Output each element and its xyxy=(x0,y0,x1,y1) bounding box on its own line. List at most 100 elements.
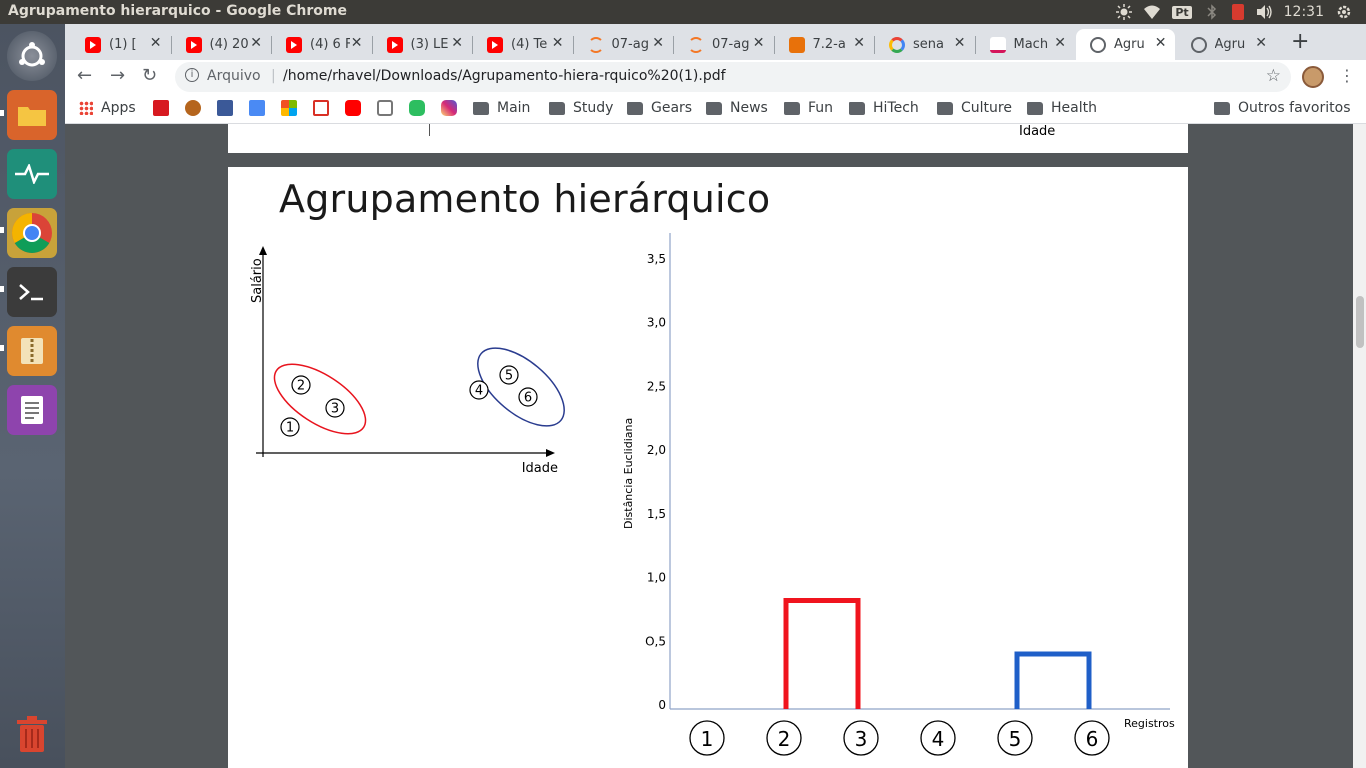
tab-2[interactable]: (4) 20 ✕ xyxy=(172,29,271,60)
svg-text:5: 5 xyxy=(1009,727,1022,751)
text-editor-icon[interactable] xyxy=(7,385,57,435)
tab-label: 07-ag xyxy=(611,37,649,52)
bookmark-icon-facebook[interactable] xyxy=(217,100,239,116)
bookmark-folder-label: Health xyxy=(1051,100,1097,116)
youtube-icon xyxy=(345,100,361,116)
bookmark-icon-translate[interactable] xyxy=(249,100,271,116)
tab-close-icon[interactable]: ✕ xyxy=(752,35,765,51)
bookmark-icon-instagram[interactable] xyxy=(441,100,463,116)
bookmark-folder-gears[interactable]: Gears xyxy=(627,100,692,116)
bookmark-folder-study[interactable]: Study xyxy=(549,100,613,116)
svg-text:6: 6 xyxy=(1086,727,1099,751)
tab-4[interactable]: (3) LE ✕ xyxy=(373,29,472,60)
launcher xyxy=(0,24,65,768)
bookmark-folder-label: Fun xyxy=(808,100,834,116)
dendrogram-chart: Distância Euclidiana Registros 0 O,5 1,0 1,… xyxy=(622,233,1175,756)
dendrogram-y-ticks: 0 O,5 1,0 1,5 2,0 2,5 3,0 3,5 xyxy=(645,252,666,712)
bookmark-other-favorites[interactable]: Outros favoritos xyxy=(1214,100,1351,116)
tab-5[interactable]: (4) Te ✕ xyxy=(473,29,572,60)
omnibox[interactable]: i Arquivo | /home/rhavel/Downloads/Agrup… xyxy=(175,62,1291,92)
bookmark-icon-ball[interactable] xyxy=(185,100,207,116)
svg-text:1: 1 xyxy=(701,727,714,751)
tab-10[interactable]: Mach ✕ xyxy=(976,29,1075,60)
omnibox-url[interactable]: /home/rhavel/Downloads/Agrupamento-hiera… xyxy=(283,68,726,84)
bookmark-folder-culture[interactable]: Culture xyxy=(937,100,1012,116)
tab-3[interactable]: (4) 6 F ✕ xyxy=(272,29,371,60)
new-tab-button[interactable]: + xyxy=(1291,29,1310,54)
profile-avatar[interactable] xyxy=(1302,66,1324,88)
svg-text:1: 1 xyxy=(286,421,294,436)
terminal-icon[interactable] xyxy=(7,267,57,317)
folder-icon xyxy=(627,101,643,115)
power-gear-icon[interactable] xyxy=(1336,4,1352,20)
tab-6[interactable]: 07-ag ✕ xyxy=(574,29,673,60)
tab-label: Mach xyxy=(1013,37,1049,52)
tab-8[interactable]: 7.2-a ✕ xyxy=(775,29,874,60)
bookmark-icon-r[interactable] xyxy=(153,100,175,116)
scatter-x-label: Idade xyxy=(522,461,558,476)
tab-separator xyxy=(974,36,976,54)
volume-icon[interactable] xyxy=(1256,4,1272,20)
dendrogram-y-tick-label: O,5 xyxy=(645,634,666,648)
files-icon[interactable] xyxy=(7,90,57,140)
tab-close-icon[interactable]: ✕ xyxy=(1255,35,1267,51)
bookmark-icon-evernote[interactable] xyxy=(409,100,431,116)
pdf-viewer[interactable]: Idade Agrupamento hierárquico Idade Salá… xyxy=(65,124,1353,768)
dendrogram-leaf-6: 6 xyxy=(1074,720,1110,756)
scatter-point-1: 1 xyxy=(280,417,300,437)
bookmark-icon-gmail[interactable] xyxy=(313,100,335,116)
tab-close-icon[interactable]: ✕ xyxy=(853,35,865,51)
bookmark-folder-main[interactable]: Main xyxy=(473,100,530,116)
tab-close-icon[interactable]: ✕ xyxy=(451,35,463,51)
brightness-icon[interactable] xyxy=(1116,4,1133,20)
bookmark-folder-hitech[interactable]: HiTech xyxy=(849,100,919,116)
tab-12[interactable]: Agru ✕ xyxy=(1177,29,1276,60)
chrome-menu-icon[interactable]: ⋮ xyxy=(1339,66,1355,85)
reload-button[interactable]: ↻ xyxy=(142,65,158,86)
cluster-red-ellipse xyxy=(273,363,367,435)
book-icon xyxy=(377,100,393,116)
tab-1[interactable]: (1) [✕ xyxy=(71,29,170,60)
tab-close-icon[interactable]: ✕ xyxy=(1154,35,1167,51)
tab-close-icon[interactable]: ✕ xyxy=(149,35,162,51)
system-monitor-icon[interactable] xyxy=(7,149,57,199)
tab-close-icon[interactable]: ✕ xyxy=(652,35,664,51)
bookmark-icon-youtube[interactable] xyxy=(345,100,367,116)
scatter-point-4: 4 xyxy=(469,380,489,400)
pdf-scrollbar-thumb[interactable] xyxy=(1356,296,1364,348)
dendrogram-leaves: 1 2 3 4 5 6 xyxy=(689,720,1110,756)
tab-close-icon[interactable]: ✕ xyxy=(953,35,966,51)
bookmark-folder-fun[interactable]: Fun xyxy=(784,100,833,116)
tab-separator xyxy=(472,36,473,54)
tab-11[interactable]: Agru ✕ xyxy=(1076,29,1175,60)
tab-close-icon[interactable]: ✕ xyxy=(350,35,363,51)
bookmark-icon-book[interactable] xyxy=(377,100,399,116)
tab-close-icon[interactable]: ✕ xyxy=(1054,35,1066,51)
wifi-icon[interactable] xyxy=(1144,4,1161,20)
back-button[interactable]: ← xyxy=(77,65,93,86)
bookmark-star-icon[interactable]: ☆ xyxy=(1265,66,1281,86)
tab-separator xyxy=(572,36,574,54)
bookmark-folder-news[interactable]: News xyxy=(706,100,768,116)
battery-icon[interactable] xyxy=(1231,4,1244,20)
pdf-scrollbar[interactable] xyxy=(1353,124,1366,768)
bookmark-apps[interactable]: Apps xyxy=(79,100,136,116)
scatter-axes xyxy=(256,246,555,457)
pdf-previous-page: Idade xyxy=(228,124,1188,153)
bookmark-icon-microsoft[interactable] xyxy=(281,100,303,116)
tab-close-icon[interactable]: ✕ xyxy=(250,35,262,51)
bluetooth-icon[interactable] xyxy=(1204,4,1220,20)
info-icon[interactable]: i xyxy=(185,68,199,82)
bookmark-folder-health[interactable]: Health xyxy=(1027,100,1097,116)
keyboard-layout-badge[interactable]: Pt xyxy=(1172,5,1192,19)
ubuntu-dash-icon[interactable] xyxy=(7,31,57,81)
clock[interactable]: 12:31 xyxy=(1283,4,1324,20)
archive-manager-icon[interactable] xyxy=(7,326,57,376)
tab-7[interactable]: 07-ag ✕ xyxy=(674,29,773,60)
bookmarks-bar: Apps Main Study Gears News Fun HiTech Culture H… xyxy=(65,94,1366,124)
tab-9[interactable]: sena ✕ xyxy=(875,29,974,60)
tab-close-icon[interactable]: ✕ xyxy=(551,35,564,51)
trash-icon[interactable] xyxy=(7,709,57,759)
forward-button[interactable]: → xyxy=(110,65,126,86)
chrome-icon[interactable] xyxy=(7,208,57,258)
